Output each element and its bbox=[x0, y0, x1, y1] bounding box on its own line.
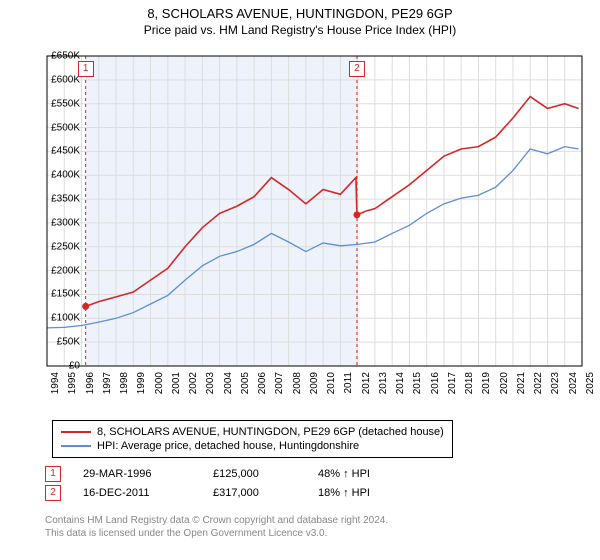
transaction-table: 1 29-MAR-1996 £125,000 48% ↑ HPI 2 16-DE… bbox=[45, 463, 438, 504]
y-axis-label: £50K bbox=[40, 337, 80, 348]
y-axis-label: £100K bbox=[40, 313, 80, 324]
x-axis-label: 2012 bbox=[361, 372, 372, 394]
legend-item: 8, SCHOLARS AVENUE, HUNTINGDON, PE29 6GP… bbox=[61, 425, 444, 439]
y-axis-label: £400K bbox=[40, 170, 80, 181]
x-axis-label: 1998 bbox=[119, 372, 130, 394]
x-axis-label: 2008 bbox=[292, 372, 303, 394]
transaction-rel-hpi: 18% ↑ HPI bbox=[318, 487, 438, 499]
x-axis-label: 2024 bbox=[568, 372, 579, 394]
legend-swatch bbox=[61, 445, 91, 447]
legend-item: HPI: Average price, detached house, Hunt… bbox=[61, 439, 444, 453]
x-axis-label: 2017 bbox=[447, 372, 458, 394]
x-axis-label: 2014 bbox=[395, 372, 406, 394]
x-axis-label: 2010 bbox=[326, 372, 337, 394]
transaction-date: 29-MAR-1996 bbox=[83, 468, 213, 480]
y-axis-label: £150K bbox=[40, 289, 80, 300]
x-axis-label: 2001 bbox=[171, 372, 182, 394]
legend-swatch bbox=[61, 431, 91, 433]
chart-area: £0 £50K £100K £150K £200K £250K £300K £350K £400… bbox=[42, 48, 590, 406]
x-axis-label: 1999 bbox=[136, 372, 147, 394]
x-axis-label: 2025 bbox=[585, 372, 596, 394]
chart-marker-box: 1 bbox=[78, 61, 94, 77]
y-axis-label: £550K bbox=[40, 98, 80, 109]
x-axis-label: 2018 bbox=[464, 372, 475, 394]
x-axis-label: 2009 bbox=[309, 372, 320, 394]
chart-marker-box: 2 bbox=[349, 61, 365, 77]
x-axis-label: 2003 bbox=[205, 372, 216, 394]
x-axis-label: 1994 bbox=[50, 372, 61, 394]
transaction-row: 2 16-DEC-2011 £317,000 18% ↑ HPI bbox=[45, 485, 438, 501]
legend: 8, SCHOLARS AVENUE, HUNTINGDON, PE29 6GP… bbox=[52, 420, 453, 458]
legend-label: 8, SCHOLARS AVENUE, HUNTINGDON, PE29 6GP… bbox=[97, 426, 444, 438]
transaction-price: £125,000 bbox=[213, 468, 318, 480]
title-address: 8, SCHOLARS AVENUE, HUNTINGDON, PE29 6GP bbox=[0, 6, 600, 21]
footnote-line: Contains HM Land Registry data © Crown c… bbox=[45, 514, 388, 527]
x-axis-label: 1997 bbox=[102, 372, 113, 394]
x-axis-label: 2007 bbox=[274, 372, 285, 394]
y-axis-label: £500K bbox=[40, 122, 80, 133]
y-axis-label: £350K bbox=[40, 194, 80, 205]
y-axis-label: £250K bbox=[40, 241, 80, 252]
transaction-marker-box: 1 bbox=[45, 466, 61, 482]
title-subtitle: Price paid vs. HM Land Registry's House … bbox=[0, 23, 600, 37]
chart-svg bbox=[42, 48, 590, 408]
x-axis-label: 2015 bbox=[412, 372, 423, 394]
x-axis-label: 2019 bbox=[481, 372, 492, 394]
y-axis-label: £300K bbox=[40, 217, 80, 228]
x-axis-label: 2005 bbox=[240, 372, 251, 394]
transaction-rel-hpi: 48% ↑ HPI bbox=[318, 468, 438, 480]
x-axis-label: 2022 bbox=[533, 372, 544, 394]
y-axis-label: £0 bbox=[40, 361, 80, 372]
transaction-price: £317,000 bbox=[213, 487, 318, 499]
footnote: Contains HM Land Registry data © Crown c… bbox=[45, 514, 388, 540]
y-axis-label: £600K bbox=[40, 74, 80, 85]
x-axis-label: 2011 bbox=[343, 372, 354, 394]
x-axis-label: 2016 bbox=[430, 372, 441, 394]
x-axis-label: 2000 bbox=[154, 372, 165, 394]
y-axis-label: £650K bbox=[40, 51, 80, 62]
x-axis-label: 2006 bbox=[257, 372, 268, 394]
x-axis-label: 1996 bbox=[85, 372, 96, 394]
footnote-line: This data is licensed under the Open Gov… bbox=[45, 527, 388, 540]
chart-container: 8, SCHOLARS AVENUE, HUNTINGDON, PE29 6GP… bbox=[0, 0, 600, 560]
transaction-date: 16-DEC-2011 bbox=[83, 487, 213, 499]
transaction-row: 1 29-MAR-1996 £125,000 48% ↑ HPI bbox=[45, 466, 438, 482]
x-axis-label: 1995 bbox=[67, 372, 78, 394]
y-axis-label: £450K bbox=[40, 146, 80, 157]
title-block: 8, SCHOLARS AVENUE, HUNTINGDON, PE29 6GP… bbox=[0, 0, 600, 37]
x-axis-label: 2023 bbox=[550, 372, 561, 394]
x-axis-label: 2002 bbox=[188, 372, 199, 394]
x-axis-label: 2004 bbox=[223, 372, 234, 394]
transaction-marker-box: 2 bbox=[45, 485, 61, 501]
y-axis-label: £200K bbox=[40, 265, 80, 276]
x-axis-label: 2013 bbox=[378, 372, 389, 394]
legend-label: HPI: Average price, detached house, Hunt… bbox=[97, 440, 359, 452]
x-axis-label: 2021 bbox=[516, 372, 527, 394]
x-axis-label: 2020 bbox=[499, 372, 510, 394]
